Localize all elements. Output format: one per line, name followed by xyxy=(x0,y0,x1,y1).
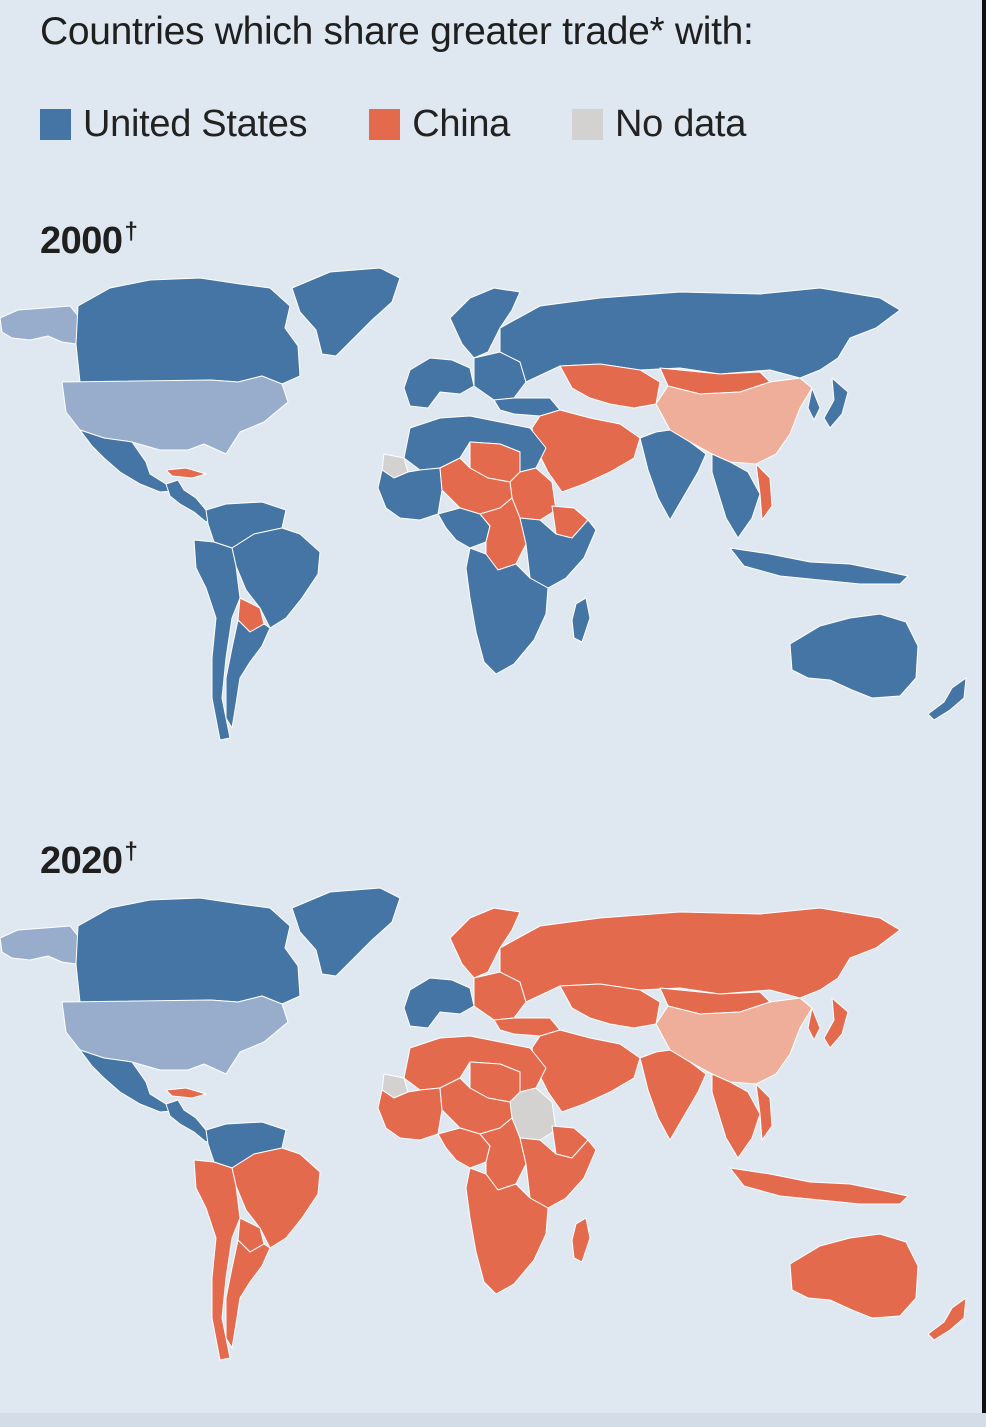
region-alaska xyxy=(0,305,79,345)
region-india xyxy=(639,429,707,521)
region-greenland xyxy=(291,267,401,357)
region-china xyxy=(655,377,813,465)
world-map-2000 xyxy=(0,258,982,758)
region-vietnam xyxy=(755,1083,773,1141)
region-southern-cone xyxy=(225,1239,271,1349)
region-southeast-asia xyxy=(711,453,761,539)
region-east-africa xyxy=(519,517,597,589)
region-indonesia xyxy=(729,547,909,585)
legend-label-no-data: No data xyxy=(615,102,747,145)
region-southeast-asia xyxy=(711,1073,761,1159)
region-scandinavia xyxy=(449,907,521,979)
world-map-svg-2020 xyxy=(0,887,967,1361)
region-southern-cone xyxy=(225,619,271,729)
region-canada xyxy=(75,277,301,385)
region-alaska xyxy=(0,925,79,965)
region-cuba xyxy=(165,467,207,479)
year-label-2000: 2000† xyxy=(40,218,138,263)
legend-swatch-us xyxy=(40,108,71,140)
legend-label-china: China xyxy=(412,102,511,145)
region-india xyxy=(639,1049,707,1141)
region-china xyxy=(655,997,813,1085)
year-2000-text: 2000 xyxy=(40,220,123,262)
region-greenland xyxy=(291,887,401,977)
year-2000-mark: † xyxy=(124,218,138,245)
region-canada xyxy=(75,897,301,1005)
legend-swatch-china xyxy=(369,108,401,140)
region-western-europe xyxy=(403,977,475,1029)
region-korea-japan xyxy=(807,377,849,429)
region-madagascar xyxy=(571,597,591,643)
legend-item-china: China xyxy=(369,103,510,146)
region-scandinavia xyxy=(449,287,521,359)
region-russia xyxy=(499,907,901,1003)
region-korea-japan xyxy=(807,997,849,1049)
world-map-2020 xyxy=(0,878,982,1378)
legend-swatch-no-data xyxy=(572,108,604,140)
bottom-bar xyxy=(0,1413,986,1427)
year-label-2020: 2020† xyxy=(40,838,138,883)
region-west-africa xyxy=(377,1087,443,1141)
year-2020-mark: † xyxy=(124,838,138,865)
region-indonesia xyxy=(729,1167,909,1205)
region-australia xyxy=(789,613,919,699)
region-kazakhstan-central-asia xyxy=(559,983,661,1029)
region-west-africa xyxy=(377,467,443,521)
legend-label-us: United States xyxy=(83,102,308,145)
legend-item-no-data: No data xyxy=(572,103,746,146)
world-map-svg-2000 xyxy=(0,267,967,741)
region-australia xyxy=(789,1233,919,1319)
region-new-zealand xyxy=(927,677,967,721)
region-cuba xyxy=(165,1087,207,1099)
region-madagascar xyxy=(571,1217,591,1263)
legend-item-us: United States xyxy=(40,102,308,146)
region-russia xyxy=(499,287,901,383)
region-east-africa xyxy=(519,1137,597,1209)
figure-title: Countries which share greater trade* wit… xyxy=(40,10,754,53)
region-kazakhstan-central-asia xyxy=(559,363,661,409)
region-new-zealand xyxy=(927,1297,967,1341)
region-southern-africa xyxy=(465,547,549,675)
region-vietnam xyxy=(755,463,773,521)
region-western-europe xyxy=(403,357,475,409)
legend: United States China No data xyxy=(40,100,808,148)
region-southern-africa xyxy=(465,1167,549,1295)
year-2020-text: 2020 xyxy=(40,840,123,882)
